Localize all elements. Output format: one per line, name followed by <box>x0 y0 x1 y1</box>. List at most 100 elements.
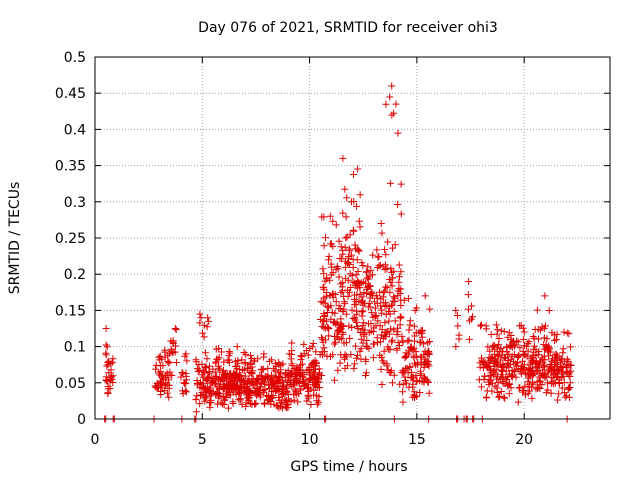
data-point <box>162 381 170 389</box>
data-point <box>344 276 352 284</box>
data-point <box>109 372 117 380</box>
data-point <box>348 272 356 280</box>
data-point <box>277 366 285 374</box>
data-point <box>335 237 343 245</box>
data-point <box>343 194 351 202</box>
data-point <box>353 307 361 315</box>
data-point <box>205 367 213 375</box>
data-point <box>395 278 403 286</box>
data-point <box>339 322 347 330</box>
data-point <box>495 393 503 401</box>
data-point <box>541 322 549 330</box>
data-point <box>218 348 226 356</box>
data-point <box>363 274 371 282</box>
data-point <box>265 392 273 400</box>
data-point <box>477 383 485 391</box>
data-point <box>402 365 410 373</box>
data-point <box>256 371 264 379</box>
data-point <box>234 359 242 367</box>
data-point <box>325 252 333 260</box>
x-tick-label: 20 <box>515 432 533 448</box>
data-point <box>421 347 429 355</box>
data-point <box>168 372 176 380</box>
data-point <box>324 256 332 264</box>
data-point <box>217 375 225 383</box>
data-point <box>553 330 561 338</box>
data-point <box>220 366 228 374</box>
data-point <box>183 357 191 365</box>
data-point <box>356 191 364 199</box>
data-point <box>566 373 574 381</box>
data-point <box>465 277 473 285</box>
data-point <box>312 378 320 386</box>
data-point <box>378 229 386 237</box>
data-point <box>233 372 241 380</box>
data-point <box>164 357 172 365</box>
data-point <box>561 389 569 397</box>
data-point <box>352 342 360 350</box>
data-point <box>295 364 303 372</box>
data-point <box>391 241 399 249</box>
data-point <box>181 379 189 387</box>
data-point <box>236 366 244 374</box>
data-point <box>102 376 110 384</box>
data-point <box>548 329 556 337</box>
data-point <box>181 352 189 360</box>
data-point <box>426 305 434 313</box>
data-point <box>365 272 373 280</box>
data-point <box>238 400 246 408</box>
data-point <box>200 390 208 398</box>
data-point <box>304 351 312 359</box>
data-point <box>407 343 415 351</box>
data-point <box>349 264 357 272</box>
data-point <box>330 319 338 327</box>
data-point <box>411 359 419 367</box>
data-point <box>341 243 349 251</box>
data-point <box>362 290 370 298</box>
data-point <box>334 265 342 273</box>
data-point <box>377 295 385 303</box>
data-point <box>424 339 432 347</box>
data-point <box>514 352 522 360</box>
data-point <box>320 317 328 325</box>
data-point <box>172 359 180 367</box>
data-point <box>367 327 375 335</box>
data-point <box>320 344 328 352</box>
data-point <box>344 292 352 300</box>
data-point <box>515 351 523 359</box>
data-point <box>256 380 264 388</box>
data-point <box>525 364 533 372</box>
data-point <box>169 348 177 356</box>
data-point <box>155 356 163 364</box>
data-point <box>165 359 173 367</box>
data-point <box>199 367 207 375</box>
data-point <box>205 317 213 325</box>
data-point <box>495 351 503 359</box>
data-point <box>364 275 372 283</box>
data-point <box>497 327 505 335</box>
data-point <box>341 300 349 308</box>
data-point <box>371 298 379 306</box>
data-point <box>315 398 323 406</box>
data-point <box>423 376 431 384</box>
data-point <box>376 338 384 346</box>
data-point <box>390 293 398 301</box>
data-point <box>358 293 366 301</box>
data-point <box>563 363 571 371</box>
data-point <box>535 335 543 343</box>
data-point <box>365 320 373 328</box>
data-point <box>491 354 499 362</box>
data-point <box>565 393 573 401</box>
data-point <box>550 374 558 382</box>
data-point <box>278 390 286 398</box>
data-point <box>416 367 424 375</box>
data-point <box>265 380 273 388</box>
data-point <box>454 322 462 330</box>
data-point <box>410 344 418 352</box>
data-point <box>519 324 527 332</box>
data-point <box>154 384 162 392</box>
data-point <box>338 334 346 342</box>
data-point <box>421 292 429 300</box>
data-point <box>161 382 169 390</box>
data-point <box>519 335 527 343</box>
